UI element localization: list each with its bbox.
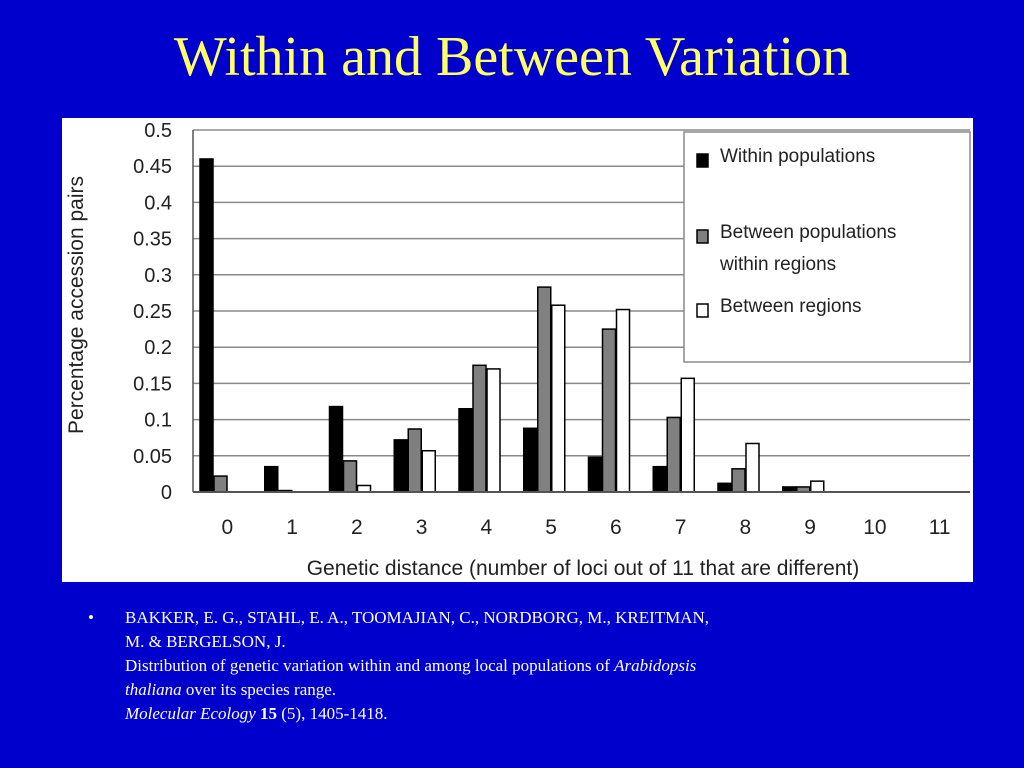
x-tick-label: 6	[610, 516, 622, 539]
y-tick-label: 0.4	[144, 192, 172, 214]
citation-title-start: Distribution of genetic variation within…	[125, 656, 615, 675]
bar-within-populations	[652, 465, 667, 493]
bar-between-populations	[666, 416, 681, 493]
x-tick-label: 4	[481, 516, 493, 539]
genetic-distance-bar-chart: 0 0.05 0.1 0.15 0.2 0.25 0.3 0.35 0.4 0.45 0.5 0 1 2 3…	[65, 120, 971, 580]
legend-label: within regions	[719, 254, 836, 275]
bar-within-populations	[458, 407, 473, 493]
bar-between-regions	[615, 308, 631, 493]
y-tick-label: 0	[161, 482, 172, 504]
bar-within-populations	[328, 405, 344, 493]
y-tick-label: 0.45	[133, 156, 172, 178]
y-tick-label: 0.5	[144, 120, 172, 142]
bar-within-populations	[717, 482, 732, 493]
citation: • BAKKER, E. G., STAHL, E. A., TOOMAJIAN…	[88, 606, 918, 726]
citation-title-line-2: thaliana over its species range.	[125, 678, 918, 702]
y-axis-label: Percentage accession pairs	[65, 176, 88, 434]
citation-species-genus: Arabidopsis	[614, 656, 697, 675]
citation-volume: 15	[260, 704, 278, 723]
bar-within-populations	[199, 158, 214, 493]
y-tick-label: 0.25	[133, 301, 172, 323]
bar-between-populations	[601, 328, 617, 493]
x-tick-label: 5	[545, 516, 557, 539]
bar-between-regions	[421, 449, 436, 493]
legend-label: Between populations	[720, 222, 896, 243]
citation-title-end: over its species range.	[181, 680, 337, 699]
bar-between-populations	[407, 428, 422, 493]
bar-between-regions	[486, 368, 501, 493]
citation-authors-line-2: M. & BERGELSON, J.	[125, 632, 286, 651]
bar-within-populations	[523, 427, 538, 493]
legend-swatch	[696, 153, 709, 168]
x-tick-label: 0	[222, 516, 234, 539]
citation-species-epithet: thaliana	[125, 680, 182, 699]
x-axis-label: Genetic distance (number of loci out of …	[307, 557, 860, 580]
x-tick-label: 8	[740, 516, 752, 539]
bar-between-regions	[551, 304, 566, 493]
slide-title: Within and Between Variation	[173, 26, 851, 88]
bar-within-populations	[393, 439, 408, 493]
legend-swatch	[696, 229, 709, 244]
bar-between-populations	[472, 364, 487, 493]
legend-box	[683, 131, 971, 363]
bar-within-populations	[587, 456, 603, 493]
bar-between-populations	[731, 468, 746, 493]
bar-between-populations	[213, 475, 228, 493]
citation-body: BAKKER, E. G., STAHL, E. A., TOOMAJIAN, …	[125, 606, 918, 726]
legend-label: Between regions	[720, 296, 862, 317]
citation-bullet: •	[88, 608, 94, 627]
x-tick-label: 3	[416, 516, 428, 539]
y-tick-label: 0.05	[133, 446, 172, 468]
bar-between-populations	[537, 286, 552, 493]
bar-within-populations	[264, 465, 279, 493]
legend-label: Within populations	[720, 146, 875, 167]
citation-authors-line-1: BAKKER, E. G., STAHL, E. A., TOOMAJIAN, …	[125, 608, 710, 627]
bar-between-populations	[342, 460, 358, 493]
citation-title-line-1: Distribution of genetic variation within…	[125, 654, 918, 678]
citation-journal: Molecular Ecology	[125, 704, 256, 723]
bar-between-regions	[745, 442, 760, 493]
y-tick-label: 0.35	[133, 229, 172, 251]
citation-source-line: Molecular Ecology 15 (5), 1405-1418.	[125, 702, 918, 726]
x-tick-label: 1	[286, 516, 298, 539]
y-tick-label: 0.15	[133, 373, 172, 395]
y-tick-label: 0.1	[144, 410, 172, 432]
x-tick-label: 11	[929, 516, 951, 539]
bar-between-regions	[680, 377, 695, 493]
x-tick-label: 7	[675, 516, 687, 539]
x-tick-label: 10	[863, 516, 886, 539]
legend-swatch	[696, 303, 709, 318]
chart-panel: 0 0.05 0.1 0.15 0.2 0.25 0.3 0.35 0.4 0.45 0.5 0 1 2 3…	[62, 118, 973, 582]
citation-issue-pages: (5), 1405-1418.	[277, 704, 388, 723]
y-tick-label: 0.2	[144, 337, 172, 359]
x-tick-label: 9	[804, 516, 816, 539]
x-tick-label: 2	[351, 516, 363, 539]
y-tick-label: 0.3	[144, 265, 172, 287]
bar-between-regions	[810, 480, 825, 493]
